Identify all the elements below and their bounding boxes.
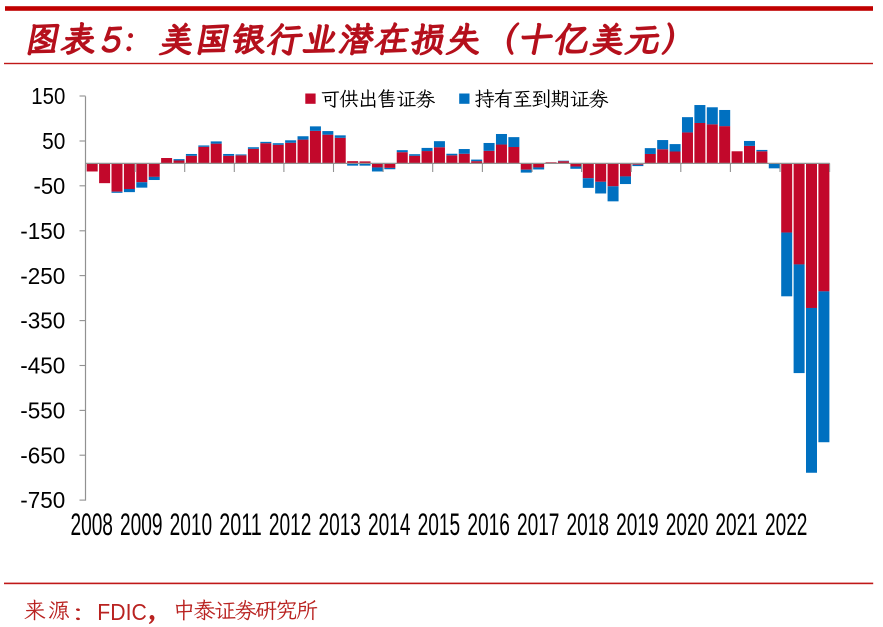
svg-text:-50: -50 — [34, 173, 66, 199]
svg-text:FDIC: FDIC — [97, 599, 147, 625]
svg-text:-550: -550 — [20, 398, 65, 424]
svg-text:2020: 2020 — [666, 506, 709, 542]
svg-text:-250: -250 — [20, 263, 65, 289]
svg-text:2012: 2012 — [269, 506, 312, 542]
svg-text:2015: 2015 — [418, 506, 461, 542]
svg-text:2014: 2014 — [368, 506, 411, 542]
svg-text:-150: -150 — [20, 218, 65, 244]
svg-text:2017: 2017 — [517, 506, 560, 542]
svg-text:2019: 2019 — [616, 506, 659, 542]
svg-text:-750: -750 — [20, 487, 65, 513]
svg-text:2011: 2011 — [219, 506, 262, 542]
svg-text:2013: 2013 — [318, 506, 361, 542]
svg-text:2016: 2016 — [467, 506, 510, 542]
svg-text:150: 150 — [31, 83, 65, 109]
svg-text:50: 50 — [42, 128, 65, 154]
svg-text:2021: 2021 — [715, 506, 758, 542]
svg-text:-450: -450 — [20, 353, 65, 379]
svg-text:2008: 2008 — [70, 506, 113, 542]
svg-text:-650: -650 — [20, 442, 65, 468]
svg-text:2022: 2022 — [765, 506, 808, 542]
svg-text:-350: -350 — [20, 308, 65, 334]
svg-text:2010: 2010 — [170, 506, 213, 542]
svg-text:2009: 2009 — [120, 506, 163, 542]
svg-text:2018: 2018 — [567, 506, 610, 542]
